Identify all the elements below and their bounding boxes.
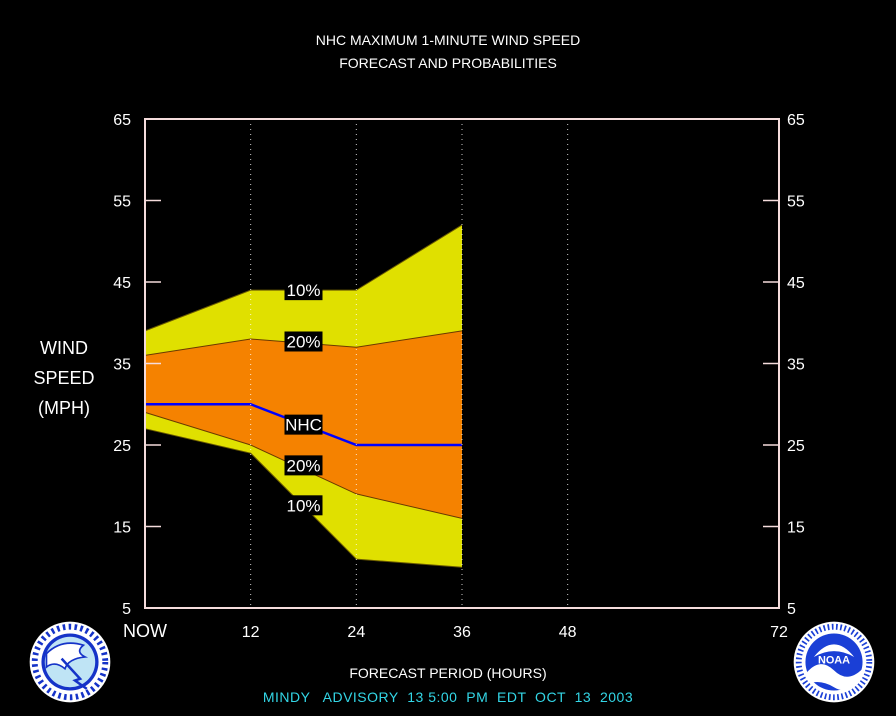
y-tick-label-right-65: 65 [787, 112, 805, 129]
annotation-upper-20-box [284, 331, 323, 352]
y-tick-label-right-15: 15 [787, 520, 805, 537]
y-tick-label-right-5: 5 [787, 601, 796, 618]
annotation-lower-10: 10% [286, 496, 320, 515]
chart-title-line1: NHC MAXIMUM 1-MINUTE WIND SPEED [315, 32, 581, 48]
y-tick-label-right-35: 35 [787, 357, 805, 374]
annotation-lower-10-box [284, 495, 323, 516]
y-axis-label-line2: SPEED [33, 368, 95, 388]
x-tick-label-NOW: NOW [123, 621, 167, 641]
y-axis-label-line1: WIND [40, 338, 88, 358]
y-tick-label-right-25: 25 [787, 438, 805, 455]
x-tick-label-48: 48 [559, 624, 577, 641]
y-axis-label-line3: (MPH) [38, 398, 90, 418]
y-tick-label-left-35: 35 [113, 357, 131, 374]
chart-title-line2: FORECAST AND PROBABILITIES [339, 55, 557, 71]
annotation-upper-10: 10% [286, 281, 320, 300]
y-tick-label-right-55: 55 [787, 194, 805, 211]
x-tick-label-12: 12 [242, 624, 260, 641]
x-tick-label-24: 24 [347, 624, 365, 641]
advisory-line: MINDY ADVISORY 13 5:00 PM EDT OCT 13 200… [262, 689, 634, 705]
annotation-nhc-box [284, 414, 323, 435]
y-tick-label-left-65: 65 [113, 112, 131, 129]
annotation-nhc: NHC [285, 416, 322, 435]
x-tick-label-36: 36 [453, 624, 471, 641]
x-axis-title: FORECAST PERIOD (HOURS) [349, 665, 547, 681]
y-tick-label-left-15: 15 [113, 520, 131, 537]
y-tick-label-left-55: 55 [113, 194, 131, 211]
y-tick-label-left-5: 5 [122, 601, 131, 618]
noaa-logo: NOAA [793, 621, 875, 703]
annotation-lower-20: 20% [286, 456, 320, 475]
svg-text:NOAA: NOAA [818, 655, 850, 667]
annotation-lower-20-box [284, 455, 323, 476]
y-tick-label-left-25: 25 [113, 438, 131, 455]
x-tick-label-72: 72 [770, 624, 788, 641]
y-tick-label-left-45: 45 [113, 275, 131, 292]
annotation-upper-10-box [284, 280, 323, 301]
annotation-upper-20: 20% [286, 332, 320, 351]
y-tick-label-right-45: 45 [787, 275, 805, 292]
nws-logo [29, 621, 111, 703]
